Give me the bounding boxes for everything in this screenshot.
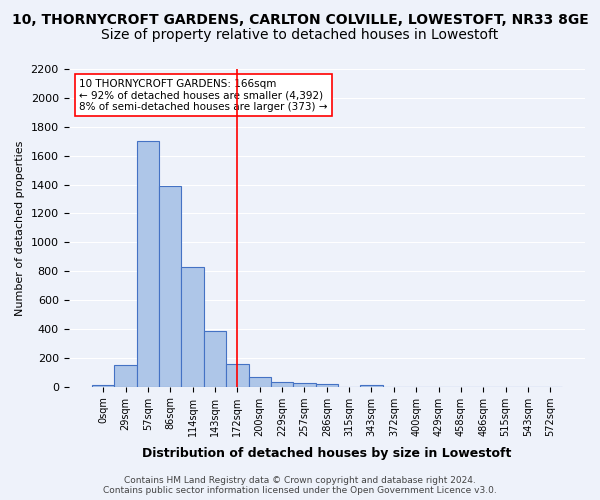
Bar — [361, 385, 383, 386]
Bar — [137, 141, 159, 386]
Bar — [316, 384, 338, 386]
Text: Contains HM Land Registry data © Crown copyright and database right 2024.
Contai: Contains HM Land Registry data © Crown c… — [103, 476, 497, 495]
Text: Size of property relative to detached houses in Lowestoft: Size of property relative to detached ho… — [101, 28, 499, 42]
Bar — [92, 384, 115, 386]
Text: 10, THORNYCROFT GARDENS, CARLTON COLVILLE, LOWESTOFT, NR33 8GE: 10, THORNYCROFT GARDENS, CARLTON COLVILL… — [11, 12, 589, 26]
Bar — [204, 331, 226, 386]
Bar — [115, 365, 137, 386]
X-axis label: Distribution of detached houses by size in Lowestoft: Distribution of detached houses by size … — [142, 447, 511, 460]
Bar — [159, 186, 181, 386]
Bar — [248, 378, 271, 386]
Y-axis label: Number of detached properties: Number of detached properties — [15, 140, 25, 316]
Bar — [271, 382, 293, 386]
Bar — [181, 267, 204, 386]
Bar — [293, 383, 316, 386]
Text: 10 THORNYCROFT GARDENS: 166sqm
← 92% of detached houses are smaller (4,392)
8% o: 10 THORNYCROFT GARDENS: 166sqm ← 92% of … — [79, 78, 328, 112]
Bar — [226, 364, 248, 386]
